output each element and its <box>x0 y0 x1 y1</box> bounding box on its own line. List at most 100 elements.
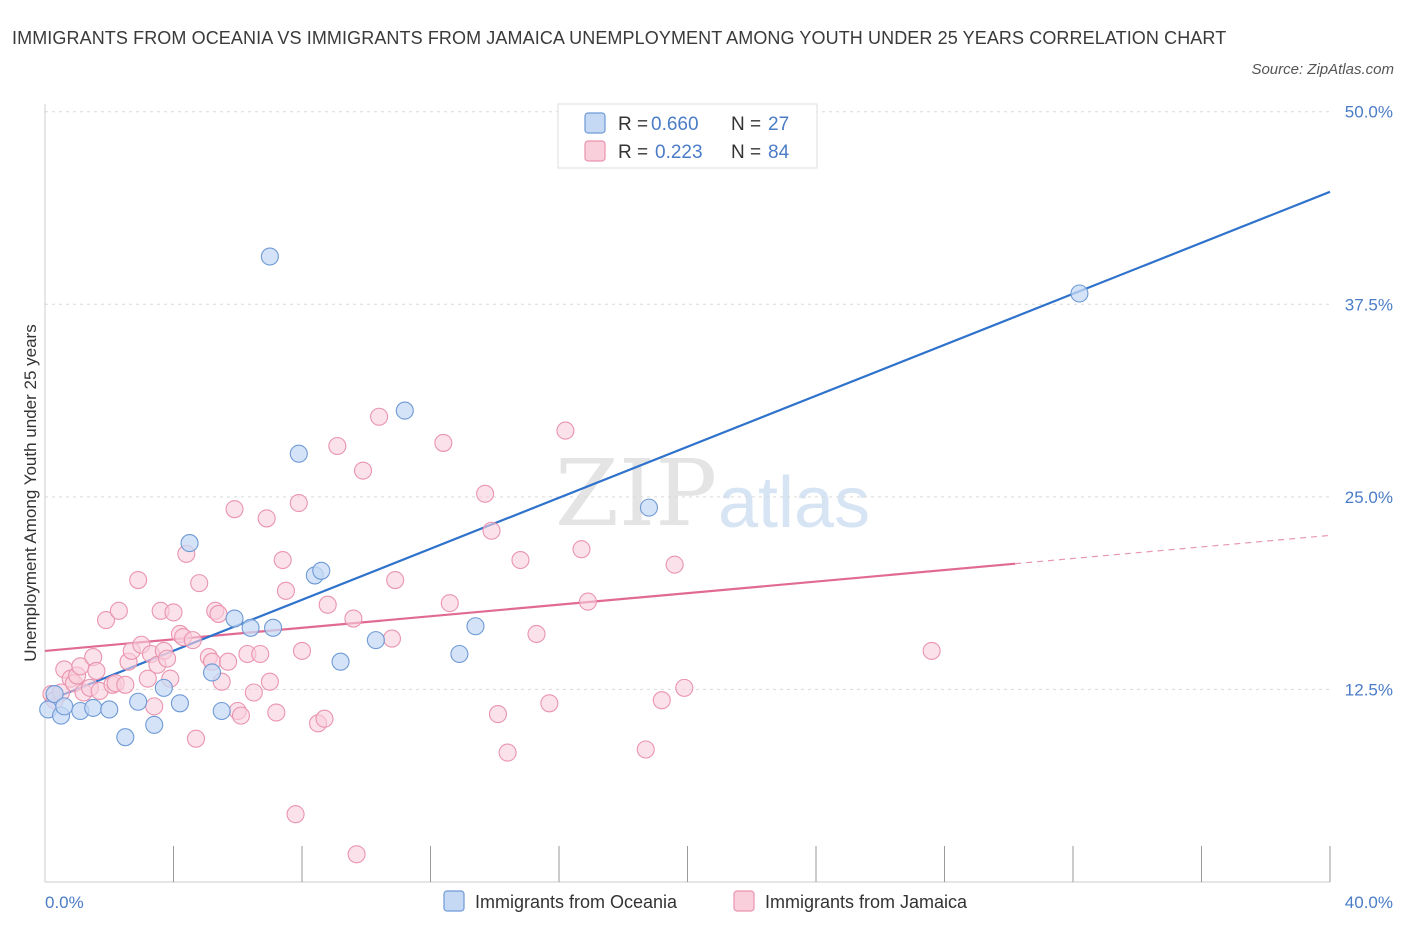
jamaica-point <box>347 845 366 864</box>
oceania-point <box>84 698 103 717</box>
watermark: ZIP atlas <box>555 440 870 547</box>
oceania-point <box>241 618 260 637</box>
jamaica-point <box>482 521 501 540</box>
data-points <box>39 247 1089 864</box>
jamaica-point <box>231 706 251 725</box>
jamaica-point <box>260 672 279 691</box>
jamaica-point <box>225 500 244 519</box>
jamaica-point <box>145 697 164 716</box>
chart-title: IMMIGRANTS FROM OCEANIA VS IMMIGRANTS FR… <box>12 28 1227 48</box>
legend-swatch-oceania <box>584 112 606 134</box>
watermark-zip: ZIP <box>555 440 717 547</box>
jamaica-point <box>186 729 206 748</box>
jamaica-point <box>164 603 183 622</box>
watermark-atlas: atlas <box>718 463 870 543</box>
oceania-point <box>45 684 64 704</box>
jamaica-point <box>476 484 495 503</box>
oceania-point <box>55 697 74 716</box>
y-tick-label: 50.0% <box>1345 103 1393 122</box>
jamaica-point <box>434 433 453 452</box>
jamaica-point <box>289 493 308 513</box>
legend-n-label-oceania: N = <box>731 114 761 135</box>
jamaica-point <box>344 609 363 628</box>
jamaica-point <box>318 595 337 614</box>
jamaica-point <box>675 678 694 697</box>
oceania-point <box>289 444 308 463</box>
y-tick-label: 25.0% <box>1345 488 1393 507</box>
oceania-point <box>366 631 385 650</box>
jamaica-point <box>251 644 270 664</box>
oceania-point <box>331 652 350 671</box>
legend-n-label-jamaica: N = <box>731 142 761 163</box>
oceania-point <box>145 715 164 734</box>
oceania-point <box>100 700 119 719</box>
legend: R = 0.660 N = 27 R = 0.223 N = 84 <box>557 103 818 169</box>
jamaica-point <box>370 407 389 426</box>
oceania-point <box>264 618 283 637</box>
oceania-point <box>225 609 244 628</box>
oceania-point <box>170 694 189 713</box>
jamaica-point <box>328 436 347 456</box>
bottom-legend-swatch-jamaica <box>733 890 755 912</box>
jamaica-point <box>129 570 148 590</box>
chart-source: Source: ZipAtlas.com <box>1251 61 1394 78</box>
jamaica-point <box>286 805 305 824</box>
y-axis-label: Unemployment Among Youth under 25 years <box>21 324 40 661</box>
bottom-legend-label-jamaica: Immigrants from Jamaica <box>765 892 968 912</box>
legend-r-label-oceania: R = <box>618 114 648 135</box>
oceania-point <box>154 678 173 697</box>
jamaica-point <box>572 540 591 559</box>
jamaica-point <box>578 592 597 611</box>
oceania-point <box>203 663 222 682</box>
bottom-legend-swatch-oceania <box>443 890 465 912</box>
trend-lines <box>44 190 1331 703</box>
legend-r-label-jamaica: R = <box>618 142 648 163</box>
jamaica-point <box>498 743 517 762</box>
y-tick-label: 37.5% <box>1345 295 1393 314</box>
jamaica-point <box>488 705 508 724</box>
jamaica-point <box>556 421 575 440</box>
y-tick-label: 12.5% <box>1345 680 1393 699</box>
jamaica-point <box>257 509 276 528</box>
axes <box>44 104 1331 883</box>
jamaica-point <box>109 601 128 620</box>
legend-swatch-jamaica <box>584 140 606 162</box>
jamaica-trend-line <box>44 562 1016 653</box>
jamaica-point <box>219 652 238 671</box>
oceania-point <box>395 401 414 420</box>
jamaica-point <box>96 611 116 630</box>
jamaica-point <box>386 570 405 590</box>
jamaica-point <box>353 461 373 480</box>
jamaica-trend-line-extension <box>1015 534 1331 565</box>
oceania-trend-line <box>44 190 1331 703</box>
oceania-point <box>116 728 135 747</box>
jamaica-point <box>116 675 135 694</box>
jamaica-point <box>511 550 530 570</box>
oceania-point <box>129 692 148 711</box>
x-tick-label: 0.0% <box>45 893 84 912</box>
oceania-point <box>466 617 485 636</box>
x-tick-label: 40.0% <box>1345 893 1393 912</box>
legend-r-value-oceania: 0.660 <box>651 114 699 135</box>
jamaica-point <box>190 574 209 593</box>
jamaica-point <box>87 661 106 680</box>
legend-n-value-jamaica: 84 <box>768 142 790 163</box>
gridlines <box>45 111 1330 690</box>
oceania-point <box>212 701 231 721</box>
oceania-point <box>312 561 331 580</box>
jamaica-point <box>527 624 546 644</box>
jamaica-point <box>267 703 286 722</box>
bottom-legend-label-oceania: Immigrants from Oceania <box>475 892 678 912</box>
legend-n-value-oceania: 27 <box>768 114 789 135</box>
jamaica-point <box>244 683 263 702</box>
jamaica-point <box>440 594 459 613</box>
jamaica-point <box>209 604 228 623</box>
jamaica-point <box>183 631 202 650</box>
bottom-legend: Immigrants from Oceania Immigrants from … <box>443 890 968 912</box>
tick-labels: 12.5% 25.0% 37.5% 50.0% 0.0% 40.0% <box>45 103 1393 912</box>
jamaica-point <box>922 641 941 660</box>
jamaica-point <box>652 691 671 710</box>
oceania-point <box>639 498 659 517</box>
jamaica-point <box>292 641 312 660</box>
